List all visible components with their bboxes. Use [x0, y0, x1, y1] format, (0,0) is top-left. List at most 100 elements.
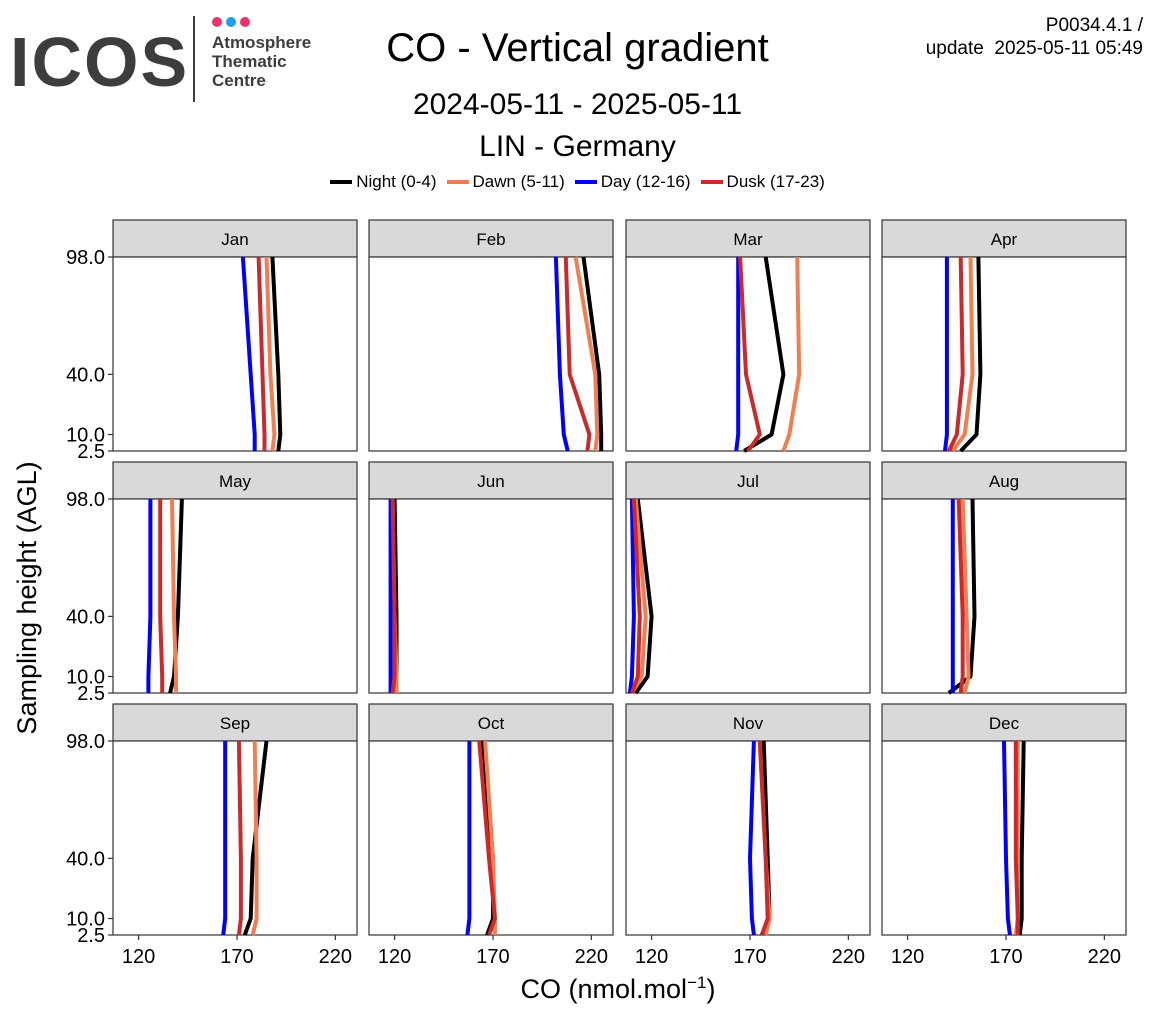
- legend-swatch-night: [330, 180, 353, 184]
- x-tick-label-sep-2: 220: [319, 946, 352, 968]
- series-line-night-apr: [959, 256, 983, 453]
- x-axis-label-text: CO (nmol.mol: [521, 974, 688, 1004]
- panel-strip-label-apr: Apr: [991, 230, 1018, 249]
- panel-strip-apr: [881, 219, 1127, 258]
- series-line-day-sep: [221, 741, 228, 936]
- panel-strip-label-nov: Nov: [733, 714, 764, 733]
- panel-mar: Mar: [625, 219, 871, 453]
- panel-jun: Jun: [368, 461, 614, 694]
- version-info: P0034.4.1 / update 2025-05-11 05:49: [926, 14, 1143, 60]
- panel-may: May 2.510.0 40.0 98.0: [66, 461, 358, 705]
- panel-plot-feb: [368, 256, 614, 452]
- series-line-day-mar: [734, 257, 741, 452]
- panel-strip-may: [112, 461, 358, 500]
- version-line-2: update 2025-05-11 05:49: [925, 38, 1143, 59]
- panel-plot-apr: [881, 256, 1127, 452]
- chart-legend: Night (0-4) Dawn (5-11) Day (12-16) Dusk…: [0, 172, 1155, 192]
- panel-jan: Jan 2.510.0 40.0 98.0: [66, 219, 358, 463]
- x-tick-label-dec-0: 120: [891, 946, 924, 968]
- x-tick-label-sep-0: 120: [122, 946, 155, 968]
- series-line-dusk-jan: [256, 256, 267, 451]
- panel-dec: Dec 120 170 220: [881, 703, 1127, 968]
- legend-label-dawn: Dawn (5-11): [472, 172, 565, 191]
- series-line-dawn-may: [170, 498, 178, 693]
- series-line-dawn-mar: [781, 256, 802, 452]
- panel-plot-jun: [368, 498, 614, 694]
- series-line-dusk-oct: [477, 740, 497, 936]
- y-tick-label-may-3: 98.0: [66, 489, 105, 511]
- logo-line-3: Centre: [212, 71, 266, 90]
- panel-strip-label-mar: Mar: [733, 230, 763, 249]
- series-line-dawn-sep: [250, 740, 259, 936]
- legend-item-night: Night (0-4): [330, 172, 437, 192]
- panel-aug: Aug: [881, 461, 1127, 695]
- x-tick-label-nov-1: 170: [733, 946, 766, 968]
- y-tick-label-sep-1: 10.0: [66, 909, 105, 931]
- panel-strip-aug: [881, 461, 1127, 500]
- panel-plot-jan: [112, 256, 358, 452]
- chart-subtitle-station: LIN - Germany: [479, 130, 676, 163]
- y-tick-label-sep-2: 40.0: [66, 848, 105, 870]
- legend-swatch-dawn: [446, 180, 469, 184]
- panel-strip-dec: [881, 703, 1127, 742]
- legend-item-day: Day (12-16): [574, 172, 691, 192]
- series-line-dusk-apr: [947, 256, 965, 452]
- legend-item-dusk: Dusk (17-23): [700, 172, 825, 192]
- series-line-dusk-nov: [757, 740, 770, 936]
- series-line-day-nov: [748, 740, 756, 936]
- series-line-dusk-dec: [1013, 741, 1020, 935]
- x-tick-label-oct-0: 120: [378, 946, 411, 968]
- panel-strip-label-sep: Sep: [220, 714, 250, 733]
- x-axis-label-close: ): [706, 974, 715, 1004]
- series-line-dawn-feb: [573, 256, 600, 452]
- series-line-day-jul: [627, 498, 636, 694]
- series-line-night-mar: [743, 256, 786, 453]
- logo-line-1: Atmosphere: [212, 33, 311, 52]
- panel-strip-label-jan: Jan: [221, 230, 248, 249]
- panel-strip-label-aug: Aug: [989, 472, 1019, 491]
- x-tick-label-nov-2: 220: [832, 946, 865, 968]
- chart-subtitle-dates: 2024-05-11 - 2025-05-11: [412, 88, 743, 121]
- legend-label-day: Day (12-16): [600, 172, 691, 191]
- series-line-dawn-apr: [951, 256, 975, 453]
- panel-plot-may: [112, 498, 358, 694]
- series-line-dawn-aug: [960, 498, 971, 694]
- panel-plot-aug: [881, 498, 1127, 694]
- panel-strip-label-oct: Oct: [478, 714, 505, 733]
- panel-strip-label-feb: Feb: [476, 230, 505, 249]
- y-tick-label-jan-1: 10.0: [66, 425, 105, 447]
- y-tick-label-jan-3: 98.0: [66, 247, 105, 269]
- legend-label-night: Night (0-4): [356, 172, 437, 191]
- x-axis-label: CO (nmol.mol−1): [521, 973, 716, 1004]
- logo-dot-2: [226, 17, 236, 27]
- panel-plot-sep: [112, 740, 358, 936]
- series-line-day-feb: [553, 256, 570, 452]
- panel-feb: Feb: [368, 219, 614, 452]
- panel-strip-label-jun: Jun: [477, 472, 504, 491]
- panel-plot-nov: [625, 740, 871, 936]
- panel-sep: Sep 2.510.0 40.0 98.0 120 170 220: [66, 703, 358, 968]
- series-line-day-may: [146, 499, 153, 693]
- panel-apr: Apr: [881, 219, 1127, 453]
- x-tick-label-nov-0: 120: [635, 946, 668, 968]
- panel-nov: Nov 120 170 220: [625, 703, 871, 968]
- series-line-night-feb: [581, 256, 604, 451]
- icos-logo: ICOS Atmosphere Thematic Centre: [10, 16, 311, 102]
- panel-strip-label-dec: Dec: [989, 714, 1020, 733]
- panel-strip-nov: [625, 703, 871, 742]
- y-tick-label-jan-0: 2.5: [77, 441, 105, 463]
- legend-swatch-day: [574, 180, 597, 184]
- x-axis-label-sup: −1: [687, 973, 706, 992]
- panel-strip-jun: [368, 461, 614, 500]
- y-tick-label-may-2: 40.0: [66, 606, 105, 628]
- panel-strip-oct: [368, 703, 614, 742]
- series-line-dusk-aug: [956, 498, 965, 694]
- series-line-night-dec: [1017, 740, 1026, 936]
- logo-dot-3: [240, 17, 250, 27]
- panel-plot-jul: [625, 498, 871, 694]
- series-line-day-oct: [465, 741, 472, 936]
- x-tick-label-sep-1: 170: [220, 946, 253, 968]
- y-tick-label-sep-3: 98.0: [66, 731, 105, 753]
